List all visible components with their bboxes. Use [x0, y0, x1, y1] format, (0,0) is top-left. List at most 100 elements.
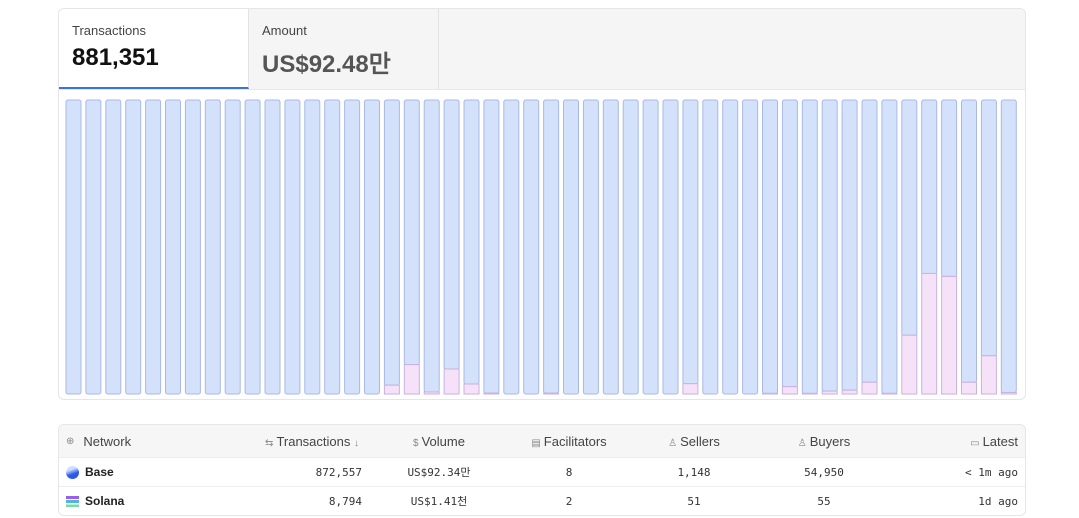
- header-label: Facilitators: [543, 433, 607, 449]
- bar-base[interactable]: [682, 99, 699, 385]
- bar-base[interactable]: [602, 99, 619, 395]
- col-buyers[interactable]: ♙ Buyers: [759, 434, 889, 449]
- sellers-cell: 1,148: [677, 465, 711, 479]
- bar-base[interactable]: [841, 99, 858, 391]
- col-volume[interactable]: $ Volume: [369, 434, 509, 449]
- bar-base[interactable]: [125, 99, 142, 395]
- bar-solana[interactable]: [881, 392, 898, 395]
- bar-solana[interactable]: [861, 381, 878, 395]
- network-table: ⊕ Network ⇆ Transactions ↓ $ Volume ▤ Facili…: [58, 424, 1026, 516]
- sort-down-icon: ↓: [354, 437, 359, 449]
- bar-base[interactable]: [781, 99, 798, 388]
- bar-base[interactable]: [702, 99, 719, 395]
- bar-base[interactable]: [921, 99, 938, 274]
- chart-card: Transactions 881,351 Amount US$92.48만: [58, 8, 1026, 400]
- network-name: Solana: [85, 494, 125, 508]
- bar-base[interactable]: [901, 99, 918, 336]
- bar-solana[interactable]: [423, 391, 440, 395]
- bar-solana[interactable]: [980, 355, 997, 395]
- bar-base[interactable]: [324, 99, 341, 395]
- facilitators-cell: 2: [565, 494, 573, 508]
- header-label: Volume: [421, 433, 465, 449]
- bar-solana[interactable]: [1000, 392, 1017, 395]
- bar-base[interactable]: [642, 99, 659, 395]
- latest-cell: 1d ago: [978, 494, 1018, 508]
- bar-base[interactable]: [443, 99, 460, 370]
- bar-base[interactable]: [801, 99, 818, 394]
- metric-tabs: Transactions 881,351 Amount US$92.48만: [59, 9, 1025, 90]
- bar-base[interactable]: [582, 99, 599, 395]
- bar-base[interactable]: [184, 99, 201, 395]
- bar-base[interactable]: [224, 99, 241, 395]
- bar-solana[interactable]: [463, 383, 480, 395]
- bar-solana[interactable]: [443, 368, 460, 395]
- bar-base[interactable]: [344, 99, 361, 395]
- bar-base[interactable]: [662, 99, 679, 395]
- bar-base[interactable]: [483, 99, 500, 394]
- table-row[interactable]: Solana 8,794 US$1.41천 2 51 55 1d ago: [59, 486, 1025, 515]
- tab-transactions[interactable]: Transactions 881,351: [59, 9, 249, 89]
- bar-base[interactable]: [264, 99, 281, 395]
- table-row[interactable]: Base 872,557 US$92.34만 8 1,148 54,950 < …: [59, 457, 1025, 486]
- bar-solana[interactable]: [941, 275, 958, 395]
- bar-base[interactable]: [543, 99, 560, 394]
- bar-base[interactable]: [145, 99, 162, 395]
- stacked-bar-chart: [65, 99, 1017, 395]
- col-latest[interactable]: ▭ Latest: [889, 434, 1025, 449]
- bar-base[interactable]: [941, 99, 958, 277]
- bar-base[interactable]: [383, 99, 400, 386]
- header-label: Latest: [982, 433, 1018, 449]
- bar-solana[interactable]: [801, 392, 818, 395]
- bar-solana[interactable]: [781, 386, 798, 395]
- facilitators-cell: 8: [565, 465, 573, 479]
- bar-solana[interactable]: [821, 390, 838, 395]
- bar-base[interactable]: [881, 99, 898, 394]
- tab-value: 881,351: [72, 44, 159, 71]
- solana-logo-icon: [66, 495, 79, 507]
- bar-base[interactable]: [244, 99, 261, 395]
- bar-base[interactable]: [762, 99, 778, 394]
- bar-base[interactable]: [85, 99, 102, 395]
- bar-base[interactable]: [503, 99, 520, 395]
- col-sellers[interactable]: ♙ Sellers: [629, 434, 759, 449]
- bar-solana[interactable]: [543, 392, 560, 395]
- bar-base[interactable]: [722, 99, 739, 395]
- bar-base[interactable]: [980, 99, 997, 357]
- bar-solana[interactable]: [403, 364, 420, 395]
- dollar-icon: $: [413, 437, 419, 449]
- bar-solana[interactable]: [841, 389, 858, 395]
- col-network[interactable]: ⊕ Network: [59, 434, 229, 449]
- bar-base[interactable]: [204, 99, 221, 395]
- bar-base[interactable]: [563, 99, 579, 395]
- tab-amount[interactable]: Amount US$92.48만: [249, 9, 439, 89]
- bar-base[interactable]: [742, 99, 759, 395]
- header-label: Network: [83, 433, 132, 449]
- bar-base[interactable]: [284, 99, 301, 395]
- bar-base[interactable]: [105, 99, 122, 395]
- bar-solana[interactable]: [483, 392, 500, 395]
- bar-base[interactable]: [523, 99, 540, 395]
- bar-base[interactable]: [961, 99, 977, 383]
- volume-cell: US$1.41천: [410, 495, 468, 508]
- bar-base[interactable]: [364, 99, 380, 395]
- bar-solana[interactable]: [762, 392, 778, 395]
- col-transactions[interactable]: ⇆ Transactions ↓: [229, 434, 369, 449]
- bar-base[interactable]: [423, 99, 440, 393]
- bar-base[interactable]: [165, 99, 181, 395]
- bar-base[interactable]: [403, 99, 420, 366]
- bar-base[interactable]: [65, 99, 82, 395]
- bar-base[interactable]: [1000, 99, 1017, 394]
- bar-base[interactable]: [861, 99, 878, 383]
- bar-solana[interactable]: [383, 384, 400, 395]
- bar-solana[interactable]: [961, 381, 977, 395]
- bar-base[interactable]: [821, 99, 838, 392]
- bar-base[interactable]: [463, 99, 480, 385]
- bar-solana[interactable]: [682, 383, 699, 395]
- bar-solana[interactable]: [921, 272, 938, 395]
- tab-label: Amount: [262, 23, 307, 38]
- bar-base[interactable]: [304, 99, 321, 395]
- col-facilitators[interactable]: ▤ Facilitators: [509, 434, 629, 449]
- header-label: Buyers: [809, 433, 851, 449]
- bar-solana[interactable]: [901, 334, 918, 395]
- bar-base[interactable]: [622, 99, 639, 395]
